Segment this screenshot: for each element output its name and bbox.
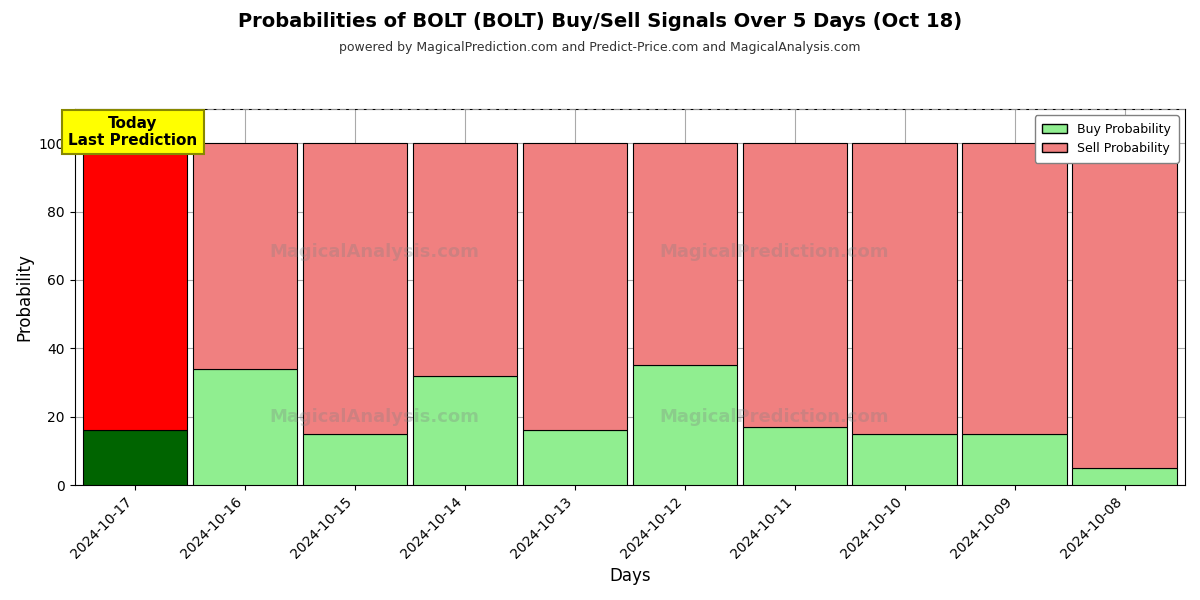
Bar xyxy=(413,376,517,485)
Bar xyxy=(962,143,1067,434)
Bar xyxy=(193,369,298,485)
Legend: Buy Probability, Sell Probability: Buy Probability, Sell Probability xyxy=(1034,115,1178,163)
Bar xyxy=(632,365,737,485)
Bar xyxy=(83,143,187,430)
Text: MagicalPrediction.com: MagicalPrediction.com xyxy=(660,409,889,427)
Bar xyxy=(523,430,628,485)
Bar xyxy=(302,143,407,434)
Text: powered by MagicalPrediction.com and Predict-Price.com and MagicalAnalysis.com: powered by MagicalPrediction.com and Pre… xyxy=(340,41,860,54)
Bar xyxy=(193,143,298,369)
Bar xyxy=(83,430,187,485)
Text: MagicalAnalysis.com: MagicalAnalysis.com xyxy=(270,409,479,427)
Bar xyxy=(302,434,407,485)
Y-axis label: Probability: Probability xyxy=(16,253,34,341)
Bar xyxy=(413,143,517,376)
Bar xyxy=(1073,143,1177,468)
Bar xyxy=(852,434,956,485)
Bar xyxy=(962,434,1067,485)
Text: MagicalPrediction.com: MagicalPrediction.com xyxy=(660,243,889,261)
Text: Probabilities of BOLT (BOLT) Buy/Sell Signals Over 5 Days (Oct 18): Probabilities of BOLT (BOLT) Buy/Sell Si… xyxy=(238,12,962,31)
Bar xyxy=(743,143,847,427)
X-axis label: Days: Days xyxy=(610,567,650,585)
Text: Today
Last Prediction: Today Last Prediction xyxy=(68,116,198,148)
Bar xyxy=(852,143,956,434)
Bar xyxy=(523,143,628,430)
Bar xyxy=(743,427,847,485)
Bar xyxy=(1073,468,1177,485)
Text: MagicalAnalysis.com: MagicalAnalysis.com xyxy=(270,243,479,261)
Bar xyxy=(632,143,737,365)
